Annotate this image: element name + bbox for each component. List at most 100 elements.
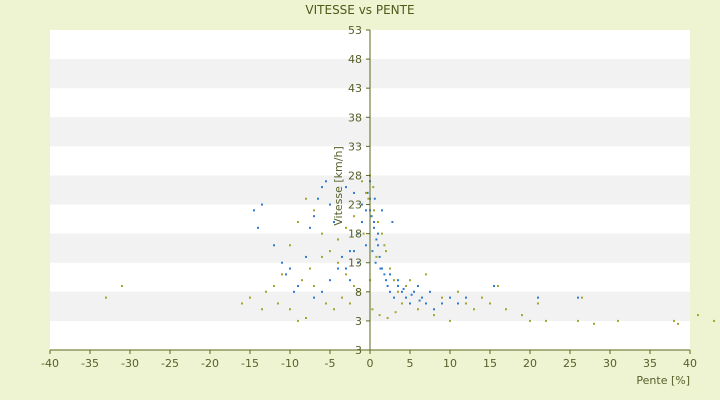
data-point-series-1 [537, 296, 539, 299]
data-point-series-1 [329, 279, 331, 282]
x-tick-label: -20 [201, 357, 219, 370]
data-point-series-2 [297, 319, 299, 322]
data-point-series-2 [313, 209, 315, 212]
data-point-series-1 [365, 209, 367, 212]
data-point-series-2 [489, 302, 491, 305]
data-point-series-2 [261, 308, 263, 311]
data-point-series-1 [305, 255, 307, 258]
data-point-series-2 [713, 319, 715, 322]
data-point-series-1 [465, 296, 467, 299]
data-point-series-1 [361, 203, 363, 206]
data-point-series-2 [375, 255, 378, 258]
x-tick-label: -40 [41, 357, 59, 370]
data-point-series-2 [617, 319, 619, 322]
chart-title: VITESSE vs PENTE [305, 3, 414, 17]
data-point-series-1 [386, 285, 389, 287]
data-point-series-2 [241, 302, 243, 305]
data-point-series-2 [677, 322, 679, 325]
x-tick-labels: -40 -35 -30 -25 -20 -15 -10 -5 0 5 10 15 20 25 30 35 40 [41, 350, 697, 370]
data-points [105, 174, 715, 325]
data-point-series-2 [441, 296, 443, 299]
data-point-series-1 [374, 261, 377, 264]
data-point-series-1 [381, 209, 383, 212]
data-point-series-1 [429, 290, 431, 293]
y-tick-label: 13 [348, 257, 362, 270]
y-tick-label: 33 [348, 140, 362, 153]
data-point-series-2 [367, 197, 370, 200]
data-point-series-1 [273, 244, 275, 247]
data-point-series-1 [377, 232, 379, 235]
data-point-series-1 [357, 261, 359, 264]
y-tick-label: 43 [348, 82, 362, 95]
x-tick-label: 30 [603, 357, 617, 370]
data-point-series-1 [321, 186, 323, 189]
data-point-series-1 [441, 302, 443, 305]
y-axis-label: Vitesse [km/h] [332, 146, 345, 226]
data-point-series-2 [481, 296, 483, 299]
data-point-series-1 [361, 221, 363, 223]
data-point-series-1 [383, 273, 386, 276]
data-point-series-2 [345, 273, 347, 276]
x-tick-label: 15 [483, 357, 497, 370]
y-tick-label: 28 [348, 169, 362, 182]
data-point-series-2 [361, 180, 363, 183]
data-point-series-1 [285, 273, 287, 276]
data-point-series-2 [333, 308, 335, 311]
data-point-series-1 [261, 203, 263, 206]
data-point-series-1 [421, 296, 423, 299]
x-tick-label: 35 [643, 357, 657, 370]
data-point-series-2 [329, 250, 331, 253]
data-point-series-2 [394, 311, 397, 314]
data-point-series-2 [529, 319, 531, 322]
data-point-series-1 [313, 215, 315, 218]
data-point-series-1 [381, 267, 383, 270]
data-point-series-1 [418, 299, 421, 302]
data-point-series-2 [353, 285, 355, 287]
data-point-series-1 [405, 296, 407, 299]
data-point-series-2 [121, 285, 123, 287]
data-point-series-1 [409, 302, 411, 305]
data-point-series-2 [397, 290, 399, 293]
data-point-series-2 [372, 186, 375, 189]
data-point-series-2 [273, 285, 275, 287]
data-point-series-2 [265, 290, 267, 293]
data-point-series-1 [393, 296, 395, 299]
x-tick-label: 20 [523, 357, 537, 370]
data-point-series-1 [289, 267, 291, 270]
data-point-series-2 [473, 308, 475, 311]
data-point-series-2 [305, 197, 307, 200]
data-point-series-2 [577, 319, 579, 322]
data-point-series-2 [497, 285, 499, 287]
data-point-series-2 [425, 273, 427, 276]
data-point-series-1 [373, 226, 375, 229]
data-point-series-1 [425, 302, 427, 305]
y-tick-label: 23 [348, 199, 362, 212]
data-point-series-2 [457, 290, 459, 293]
data-point-series-1 [371, 250, 374, 253]
x-tick-label: -35 [81, 357, 99, 370]
y-tick-label: 18 [348, 228, 362, 241]
data-point-series-2 [465, 302, 467, 305]
data-point-series-2 [325, 302, 327, 305]
data-point-series-1 [349, 279, 351, 282]
data-point-series-1 [341, 255, 343, 258]
data-point-series-1 [370, 215, 373, 218]
y-tick-label: 48 [348, 53, 362, 66]
data-point-series-1 [353, 250, 355, 253]
data-point-series-2 [321, 232, 323, 235]
data-point-series-1 [349, 250, 351, 253]
x-axis-label: Pente [%] [636, 374, 690, 387]
data-point-series-2 [362, 232, 365, 235]
data-point-series-1 [345, 186, 347, 189]
data-point-series-1 [577, 296, 579, 299]
data-point-series-2 [537, 302, 539, 305]
data-point-series-2 [386, 317, 389, 319]
y-tick-label: 3 [355, 315, 362, 328]
data-point-series-1 [313, 296, 315, 299]
data-point-series-2 [353, 215, 355, 218]
data-point-series-2 [277, 302, 279, 305]
data-point-series-1 [397, 285, 399, 287]
data-point-series-1 [377, 244, 379, 247]
data-point-series-2 [321, 255, 323, 258]
